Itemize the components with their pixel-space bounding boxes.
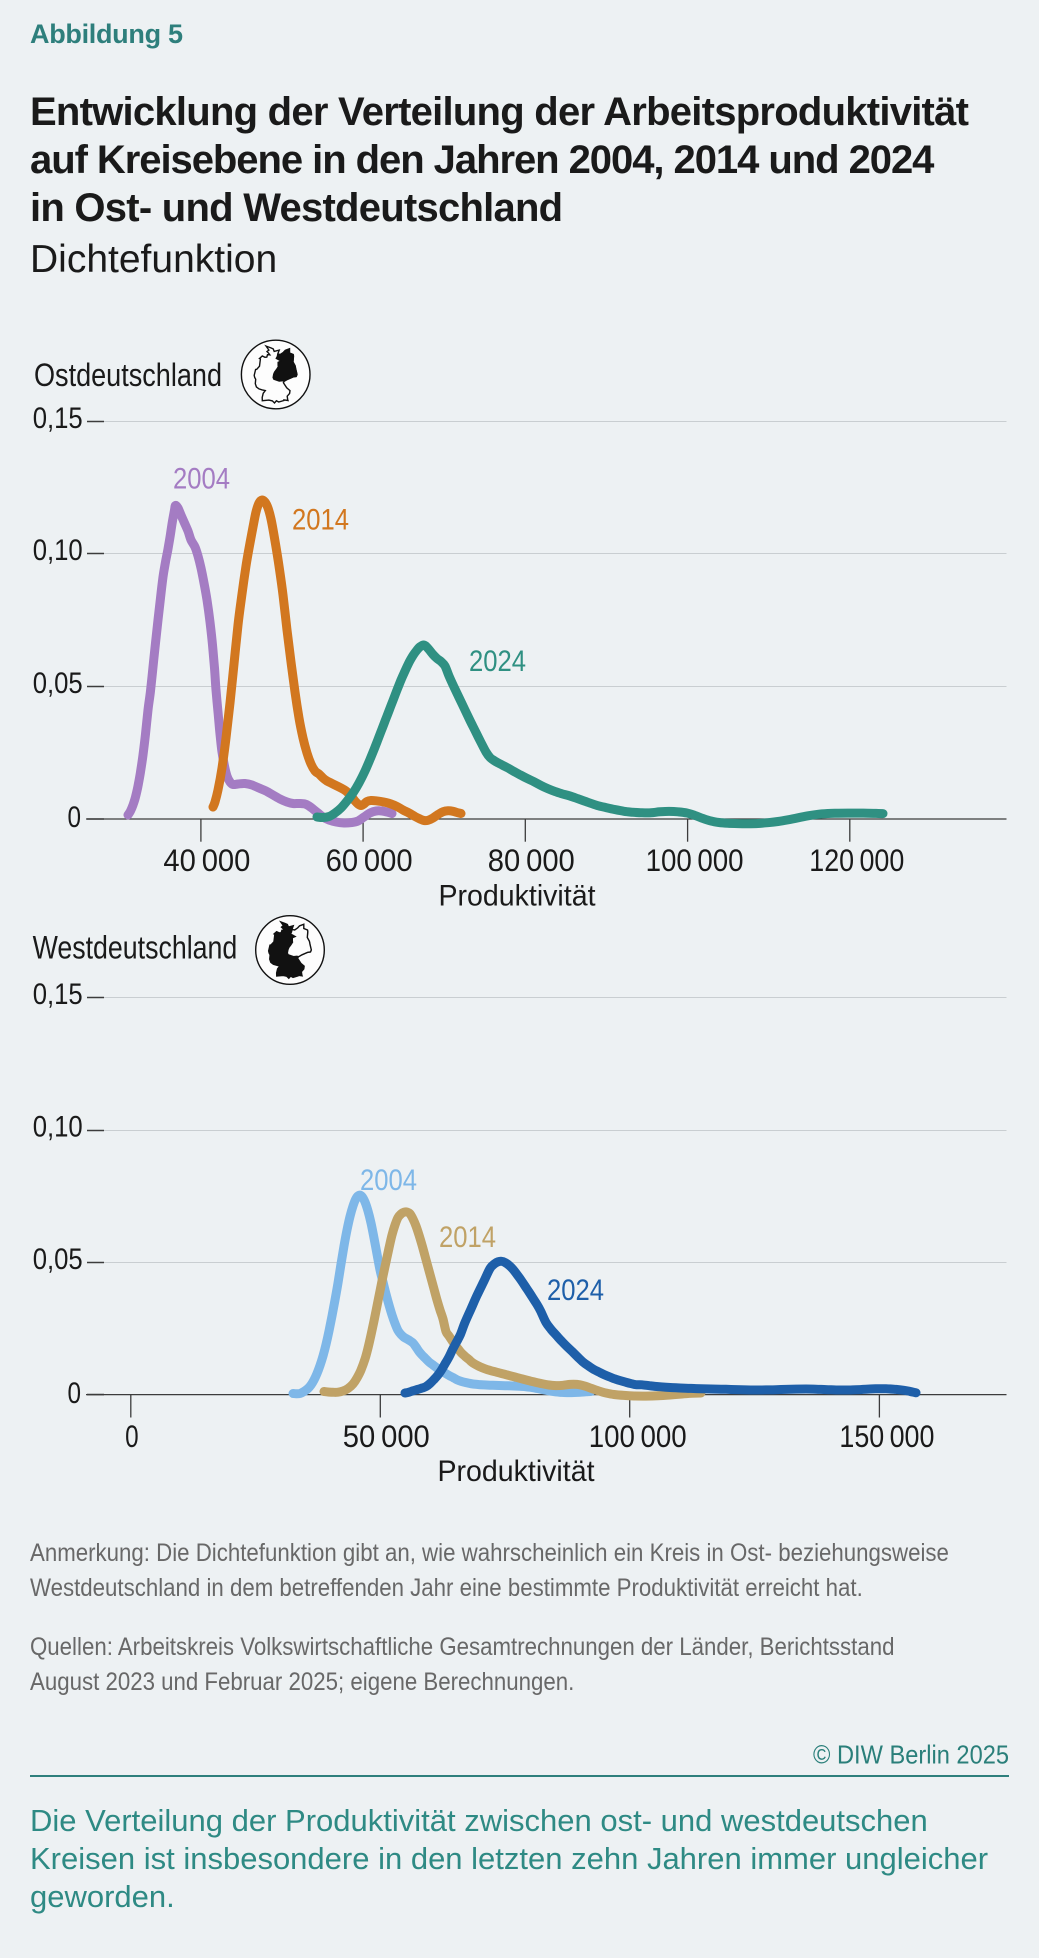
svg-text:0,05: 0,05 — [33, 1243, 83, 1276]
svg-text:100 000: 100 000 — [589, 1418, 687, 1454]
svg-text:50 000: 50 000 — [343, 1418, 430, 1454]
svg-text:2024: 2024 — [469, 645, 526, 678]
svg-text:0,05: 0,05 — [33, 667, 83, 700]
svg-text:0,10: 0,10 — [33, 534, 83, 567]
svg-text:Ostdeutschland: Ostdeutschland — [34, 357, 222, 393]
svg-text:2004: 2004 — [360, 1164, 417, 1197]
svg-text:150 000: 150 000 — [839, 1418, 934, 1454]
svg-text:0: 0 — [68, 801, 82, 834]
svg-text:80 000: 80 000 — [488, 842, 575, 878]
svg-text:100 000: 100 000 — [646, 842, 744, 878]
svg-text:Produktivität: Produktivität — [438, 1455, 596, 1488]
svg-text:2004: 2004 — [173, 463, 230, 496]
svg-text:0,10: 0,10 — [33, 1111, 83, 1144]
svg-text:0: 0 — [68, 1377, 82, 1410]
svg-text:60 000: 60 000 — [326, 842, 413, 878]
svg-text:0,15: 0,15 — [33, 402, 83, 435]
svg-text:120 000: 120 000 — [809, 842, 904, 878]
svg-text:Produktivität: Produktivität — [439, 880, 597, 913]
svg-text:© DIW Berlin 2025: © DIW Berlin 2025 — [813, 1740, 1009, 1770]
svg-text:0,15: 0,15 — [33, 978, 83, 1011]
svg-text:2014: 2014 — [292, 504, 349, 537]
svg-text:2024: 2024 — [547, 1274, 604, 1307]
svg-text:2014: 2014 — [439, 1221, 496, 1254]
svg-text:40 000: 40 000 — [163, 842, 250, 878]
svg-text:0: 0 — [125, 1418, 138, 1454]
svg-text:Westdeutschland: Westdeutschland — [33, 929, 238, 965]
